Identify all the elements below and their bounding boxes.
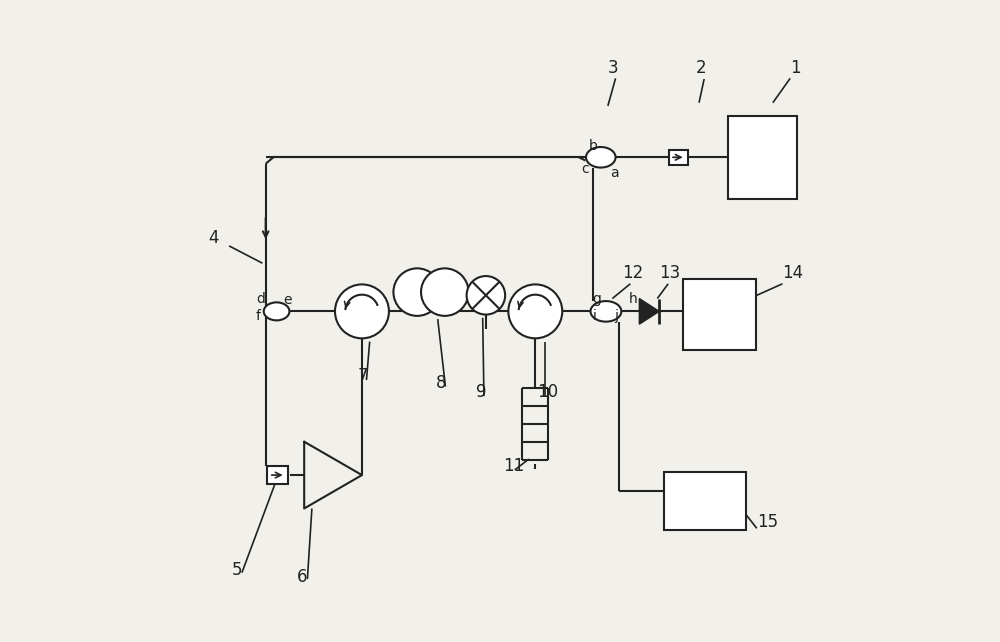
Text: 2: 2	[696, 59, 706, 77]
Ellipse shape	[393, 268, 441, 316]
Text: h: h	[628, 291, 637, 306]
Text: g: g	[592, 291, 601, 306]
Text: 14: 14	[782, 265, 804, 282]
Text: 12: 12	[622, 265, 643, 282]
Text: 15: 15	[757, 513, 778, 531]
Text: a: a	[610, 166, 618, 180]
Text: e: e	[283, 293, 292, 307]
Text: d: d	[256, 291, 265, 306]
Text: b: b	[589, 139, 597, 153]
Text: 11: 11	[503, 457, 524, 475]
Text: 1: 1	[790, 59, 801, 77]
Text: f: f	[256, 309, 261, 323]
Text: 10: 10	[537, 383, 558, 401]
Bar	[664, 472, 746, 530]
Ellipse shape	[508, 284, 562, 338]
Text: i: i	[592, 309, 596, 323]
Bar	[267, 466, 288, 484]
Text: j: j	[614, 309, 618, 323]
Text: 3: 3	[607, 59, 618, 77]
Ellipse shape	[421, 268, 469, 316]
Ellipse shape	[335, 284, 389, 338]
Bar	[669, 150, 688, 165]
Text: 7: 7	[357, 367, 368, 385]
Text: c: c	[582, 162, 589, 176]
Text: 6: 6	[296, 568, 307, 586]
Text: 9: 9	[476, 383, 486, 401]
Ellipse shape	[586, 147, 616, 168]
Text: 4: 4	[208, 229, 218, 247]
Ellipse shape	[467, 276, 505, 315]
Text: 8: 8	[436, 374, 446, 392]
Polygon shape	[639, 299, 659, 324]
Ellipse shape	[591, 301, 621, 322]
Ellipse shape	[264, 302, 289, 320]
Bar	[728, 116, 797, 199]
Bar	[683, 279, 756, 350]
Text: 13: 13	[659, 265, 680, 282]
Text: 5: 5	[232, 561, 242, 579]
